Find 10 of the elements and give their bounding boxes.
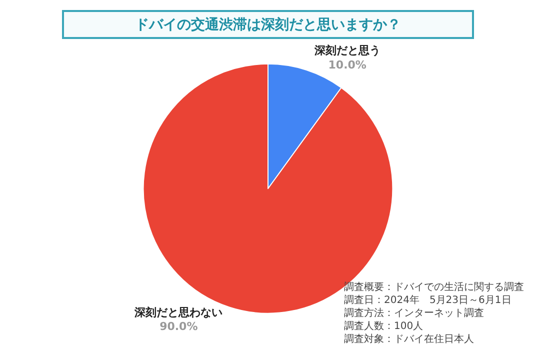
text: 調査対象：ドバイ在住日本人: [344, 333, 474, 345]
text: 調査人数：100人: [344, 320, 424, 332]
slice-label: 深刻だと思わない: [134, 306, 223, 319]
text: 調査概要：ドバイでの生活に関する調査: [344, 281, 524, 293]
text: 調査日：2024年 5月23日～6月1日: [344, 294, 512, 306]
data-label: 10.0%: [328, 58, 366, 72]
chart-title: ドバイの交通渋滞は深刻だと思いますか？: [135, 16, 401, 33]
text: 調査方法：インターネット調査: [344, 307, 484, 319]
data-label: 90.0%: [160, 320, 198, 334]
slice-label: 深刻だと思う: [313, 44, 380, 58]
